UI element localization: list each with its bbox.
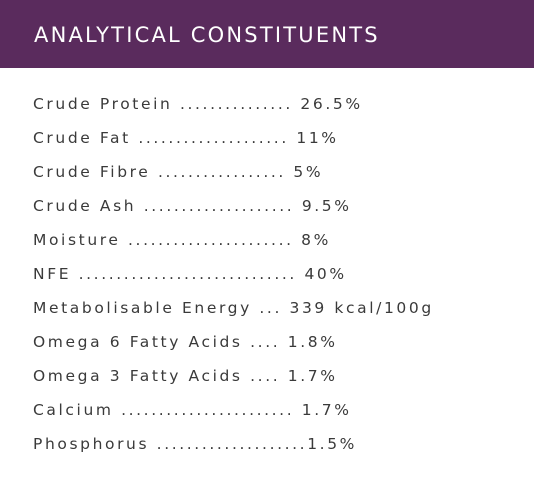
header-bar: ANALYTICAL CONSTITUENTS [0, 0, 534, 68]
title: ANALYTICAL CONSTITUENTS [34, 23, 380, 47]
constituent-row: Phosphorus ....................1.5% [33, 435, 357, 453]
constituent-row: Omega 6 Fatty Acids .... 1.8% [33, 333, 338, 351]
constituent-row: Omega 3 Fatty Acids .... 1.7% [33, 367, 338, 385]
constituent-row: Metabolisable Energy ... 339 kcal/100g [33, 299, 434, 317]
constituent-row: Moisture ...................... 8% [33, 231, 331, 249]
constituent-row: NFE ............................. 40% [33, 265, 347, 283]
constituent-row: Crude Fibre ................. 5% [33, 163, 324, 181]
constituent-row: Crude Fat .................... 11% [33, 129, 339, 147]
constituent-row: Crude Ash .................... 9.5% [33, 197, 352, 215]
constituent-row: Calcium ....................... 1.7% [33, 401, 352, 419]
constituent-row: Crude Protein ............... 26.5% [33, 95, 363, 113]
constituent-list: Crude Protein ............... 26.5% Crude… [33, 87, 434, 461]
